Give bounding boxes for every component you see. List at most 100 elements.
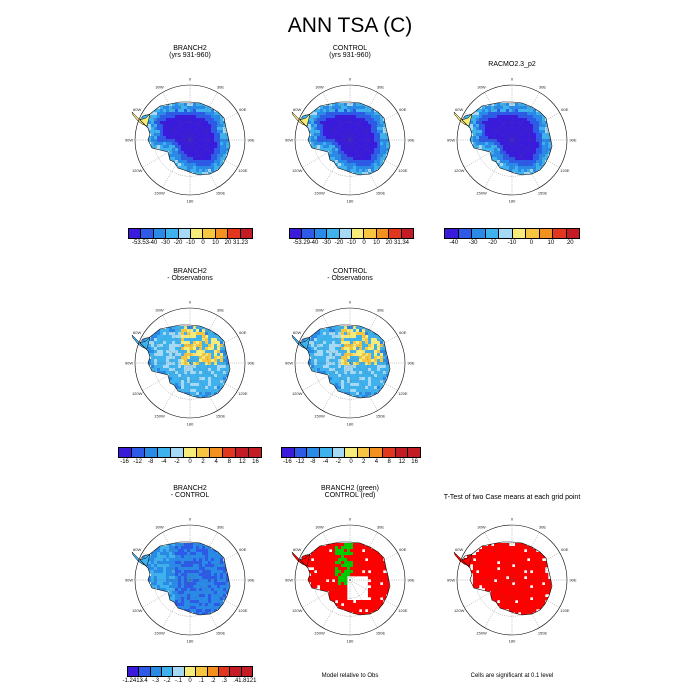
field-cell: [157, 335, 161, 339]
field-cell: [323, 549, 327, 553]
field-cell: [521, 543, 525, 547]
field-cell: [196, 549, 200, 553]
field-cell: [211, 552, 215, 556]
field-cell: [184, 154, 188, 158]
field-cell: [202, 356, 206, 360]
field-cell: [178, 160, 182, 164]
field-cell: [211, 127, 215, 131]
field-cell: [320, 573, 324, 577]
field-cell: [223, 347, 227, 351]
field-cell: [491, 573, 495, 577]
field-cell: [148, 561, 152, 565]
field-cell: [335, 332, 339, 336]
field-cell: [166, 142, 170, 146]
field-cell: [163, 552, 167, 556]
field-cell: [166, 106, 170, 110]
field-cell: [353, 124, 357, 128]
field-cell: [368, 368, 372, 372]
field-cell: [190, 142, 194, 146]
panel-title: CONTROL - Observations: [270, 268, 430, 282]
field-cell: [211, 558, 215, 562]
field-cell: [329, 142, 333, 146]
field-cell: [211, 151, 215, 155]
field-cell: [491, 106, 495, 110]
field-cell: [470, 561, 474, 565]
longitude-label: 150W: [476, 630, 487, 635]
field-cell: [359, 341, 363, 345]
field-cell: [335, 347, 339, 351]
field-cell: [368, 163, 372, 167]
field-cell: [193, 368, 197, 372]
field-cell: [199, 552, 203, 556]
field-cell: [344, 142, 348, 146]
field-cell: [211, 338, 215, 342]
field-cell: [199, 172, 203, 175]
field-cell: [199, 359, 203, 363]
field-cell: [533, 118, 537, 122]
page-title: ANN TSA (C): [287, 14, 413, 37]
field-cell: [341, 383, 345, 387]
field-cell: [341, 552, 345, 556]
field-cell: [311, 585, 315, 589]
longitude-label: 120E: [560, 168, 570, 173]
field-cell: [359, 172, 363, 175]
field-cell: [193, 597, 197, 601]
field-cell: [371, 359, 375, 363]
field-cell: [196, 582, 200, 586]
field-cell: [154, 564, 158, 568]
field-cell: [217, 573, 221, 577]
field-cell: [175, 374, 179, 378]
field-cell: [187, 148, 191, 152]
field-cell: [353, 380, 357, 384]
field-cell: [220, 145, 224, 149]
field-cell: [205, 160, 209, 164]
field-cell: [172, 109, 176, 113]
longitude-label: 150E: [216, 630, 226, 635]
field-cell: [365, 133, 369, 137]
field-cell: [515, 148, 519, 152]
field-cell: [211, 154, 215, 158]
field-cell: [160, 588, 164, 592]
field-cell: [199, 603, 203, 607]
field-cell: [178, 112, 182, 116]
field-cell: [479, 118, 483, 122]
field-cell: [527, 154, 531, 158]
field-cell: [178, 139, 182, 143]
field-cell: [202, 139, 206, 143]
field-cell: [211, 157, 215, 161]
field-cell: [542, 597, 546, 601]
field-cell: [524, 157, 528, 161]
field-cell: [172, 157, 176, 161]
field-cell: [353, 383, 357, 387]
field-cell: [151, 564, 155, 568]
field-cell: [530, 579, 534, 583]
field-cell: [497, 573, 501, 577]
field-cell: [374, 591, 378, 595]
field-cell: [151, 127, 155, 131]
field-cell: [187, 383, 191, 387]
field-cell: [148, 570, 152, 574]
longitude-label: 0: [189, 517, 192, 522]
colorbar-swatch: [457, 229, 471, 238]
field-cell: [169, 341, 173, 345]
field-cell: [169, 585, 173, 589]
field-cell: [308, 359, 312, 363]
field-cell: [166, 136, 170, 140]
field-cell: [181, 121, 185, 125]
field-cell: [196, 356, 200, 360]
field-cell: [323, 570, 327, 574]
field-cell: [181, 570, 185, 574]
field-cell: [485, 573, 489, 577]
field-cell: [338, 570, 342, 574]
field-cell: [314, 124, 318, 128]
field-cell: [211, 347, 215, 351]
field-cell: [374, 335, 378, 339]
field-cell: [323, 121, 327, 125]
field-cell: [368, 555, 372, 559]
field-cell: [187, 347, 191, 351]
field-cell: [527, 594, 531, 598]
field-cell: [223, 371, 227, 375]
field-cell: [332, 326, 336, 330]
colorbar-boxes: [128, 228, 253, 239]
field-cell: [341, 353, 345, 357]
